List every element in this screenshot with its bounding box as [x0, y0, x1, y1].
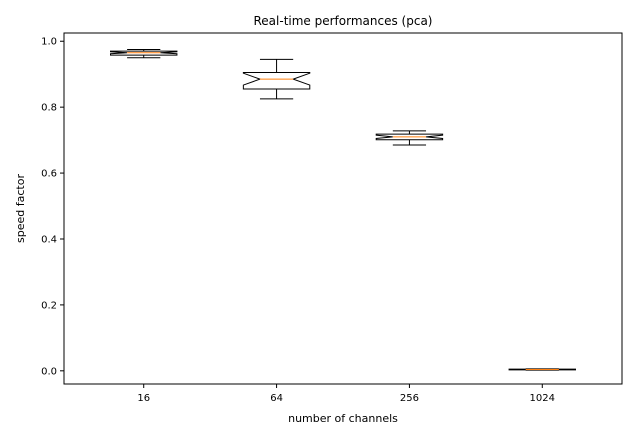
box-body — [375, 133, 444, 141]
x-tick-label: 256 — [400, 393, 419, 404]
y-axis-label: speed factor — [14, 174, 27, 243]
y-tick-label: 0.4 — [41, 234, 57, 245]
y-tick-label: 0.2 — [41, 300, 57, 311]
x-tick-label: 16 — [137, 393, 150, 404]
x-axis-label: number of channels — [288, 412, 398, 425]
box-body — [110, 50, 178, 56]
x-tick-label: 64 — [270, 393, 283, 404]
axes-frame — [63, 32, 623, 385]
chart-title: Real-time performances (pca) — [254, 14, 433, 28]
y-tick-label: 0.8 — [41, 103, 57, 114]
plot-area: 0.0 0.2 0.4 0.6 0.8 1.0 16 64 256 1024 — [41, 32, 623, 404]
y-tick-label: 0.6 — [41, 169, 57, 180]
box-body — [508, 368, 576, 371]
y-tick-label: 0.0 — [41, 366, 57, 377]
box-body — [242, 72, 311, 90]
x-tick-label: 1024 — [530, 393, 555, 404]
y-tick-label: 1.0 — [41, 37, 57, 48]
